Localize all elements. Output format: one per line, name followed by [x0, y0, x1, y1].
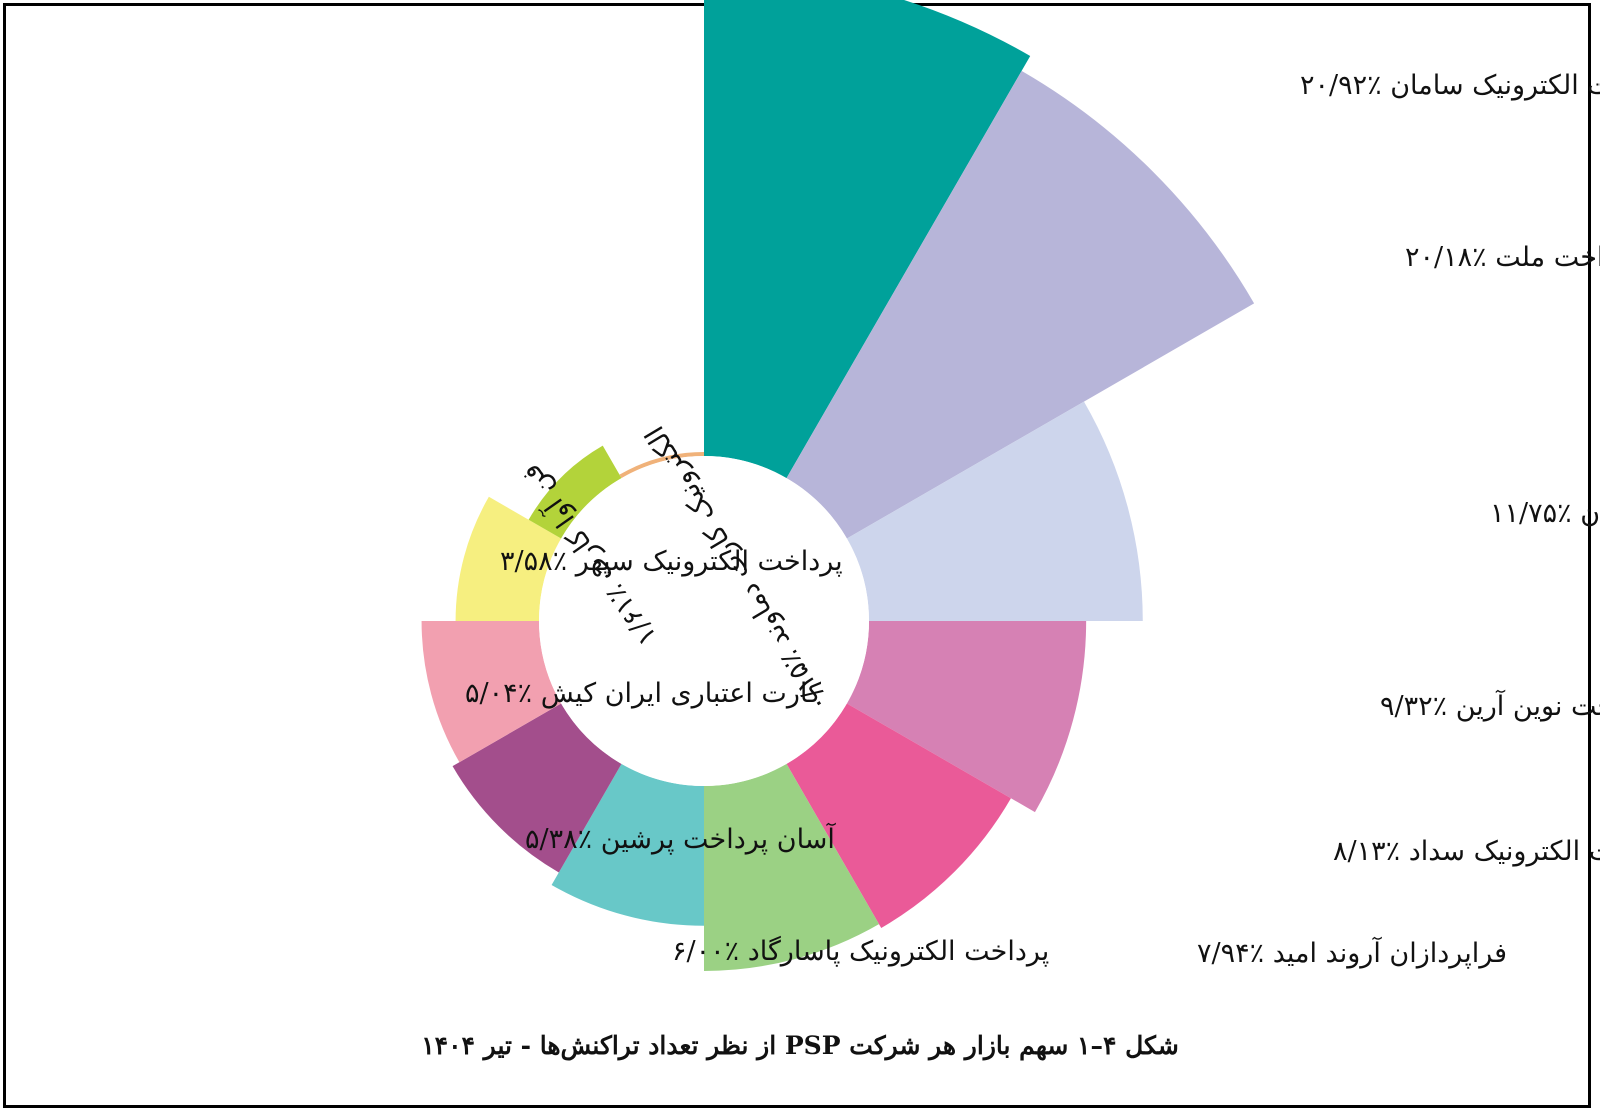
label-9: کارت اعتباری ایران کیش ٪۵/۰۴: [465, 678, 821, 709]
label-1: پرداخت الکترونیک سامان ٪۲۰/۹۲: [1300, 70, 1600, 101]
chart-inner-hole: [539, 456, 869, 786]
wedge-2: [786, 70, 1255, 539]
label-3: تجارت الکترونیک پارسیان ٪۱۱/۷۵: [1490, 498, 1600, 529]
label-7: پرداخت الکترونیک پاسارگاد ٪۶/۰۰: [672, 935, 1049, 967]
wedge-8: [452, 703, 622, 873]
label-2: به پرداخت ملت ٪۲۰/۱۸: [1405, 242, 1600, 273]
wedge-6: [704, 763, 880, 972]
wedge-1: [704, 0, 1031, 479]
wedge-3: [846, 401, 1143, 621]
wedge-4: [846, 621, 1087, 813]
label-10: پرداخت الکترونیک سپهر ٪۳/۵۸: [500, 546, 843, 577]
label-8: آسان پرداخت پرشین ٪۵/۳۸: [525, 822, 836, 855]
wedge-10: [455, 496, 562, 621]
wedge-11: [528, 445, 622, 539]
wedge-12: [619, 452, 704, 479]
chart-labels: پرداخت الکترونیک سامان ٪۲۰/۹۲ به پرداخت م…: [465, 70, 1600, 969]
wedge-5: [786, 703, 1011, 928]
chart-wedges: [421, 0, 1255, 972]
label-6: فراپردازان آروند امید ٪۷/۹۴: [1197, 936, 1507, 969]
wedge-9: [421, 621, 562, 763]
chart-title: شکل ۴–۱ سهم بازار هر شرکت PSP از نظر تعد…: [421, 1031, 1179, 1061]
label-5: پرداخت الکترونیک سداد ٪۸/۱۳: [1333, 836, 1600, 867]
label-4: پرداخت نوین آرین ٪۹/۳۲: [1380, 689, 1600, 722]
wedge-7: [551, 763, 704, 926]
